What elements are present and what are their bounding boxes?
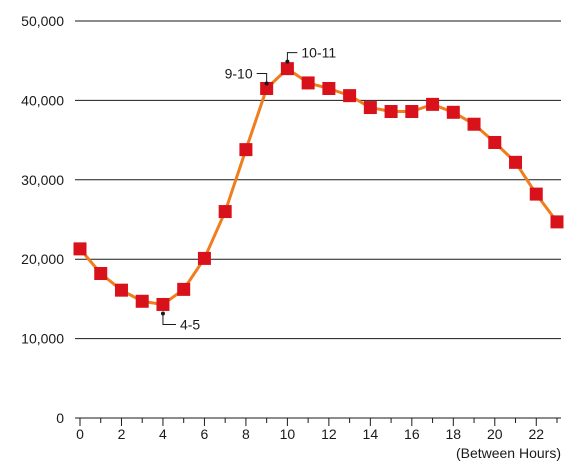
x-tick-label: 14 (363, 426, 379, 442)
y-tick-label: 10,000 (21, 331, 64, 347)
x-tick-label: 16 (404, 426, 420, 442)
x-tick-label: 6 (201, 426, 209, 442)
annotation-label: 9-10 (225, 65, 253, 81)
data-point (260, 81, 274, 95)
data-point (467, 117, 481, 131)
x-axis-title: (Between Hours) (456, 445, 561, 461)
data-point (114, 283, 128, 297)
annotations-group: 4-5 9-10 10-11 (160, 45, 336, 332)
x-tick-label: 10 (280, 426, 296, 442)
x-axis: 0 2 4 6 8 10 12 14 16 18 20 22 (75, 417, 561, 442)
data-point (509, 155, 523, 169)
gridlines (75, 20, 561, 340)
data-point (197, 251, 211, 265)
x-tick-label: 0 (76, 426, 84, 442)
data-point (550, 215, 564, 229)
y-axis-labels: 0 10,000 20,000 30,000 40,000 50,000 (21, 13, 64, 426)
annotation-leader (162, 313, 176, 325)
data-point (135, 294, 149, 308)
data-point (280, 62, 294, 76)
data-point (322, 81, 336, 95)
markers-group (73, 62, 564, 311)
x-tick-label: 18 (446, 426, 462, 442)
y-tick-label: 30,000 (21, 172, 64, 188)
y-tick-label: 0 (56, 410, 64, 426)
data-point (73, 242, 87, 256)
annotation-leader (286, 52, 298, 62)
y-tick-label: 40,000 (21, 92, 64, 108)
data-point (301, 76, 315, 90)
data-point (426, 97, 440, 111)
data-point (488, 135, 502, 149)
data-point (405, 105, 419, 119)
y-tick-label: 50,000 (21, 13, 64, 29)
x-tick-label: 22 (528, 426, 544, 442)
x-tick-label: 2 (118, 426, 126, 442)
x-tick-label: 8 (242, 426, 250, 442)
data-point (343, 89, 357, 103)
series-line-group (78, 67, 559, 306)
data-point (156, 297, 170, 311)
x-tick-label: 4 (159, 426, 167, 442)
data-point (384, 105, 398, 119)
data-point (239, 143, 253, 157)
y-tick-label: 20,000 (21, 251, 64, 267)
annotation-leader (256, 72, 268, 84)
series-line (78, 67, 559, 306)
x-tick-label: 12 (321, 426, 337, 442)
data-point (177, 282, 191, 296)
data-point (446, 105, 460, 119)
data-point (529, 187, 543, 201)
data-point (363, 101, 377, 115)
x-tick-label: 20 (487, 426, 503, 442)
data-point (218, 205, 232, 219)
annotation-label: 10-11 (301, 45, 336, 61)
annotation-label: 4-5 (180, 316, 200, 332)
data-point (94, 266, 108, 280)
